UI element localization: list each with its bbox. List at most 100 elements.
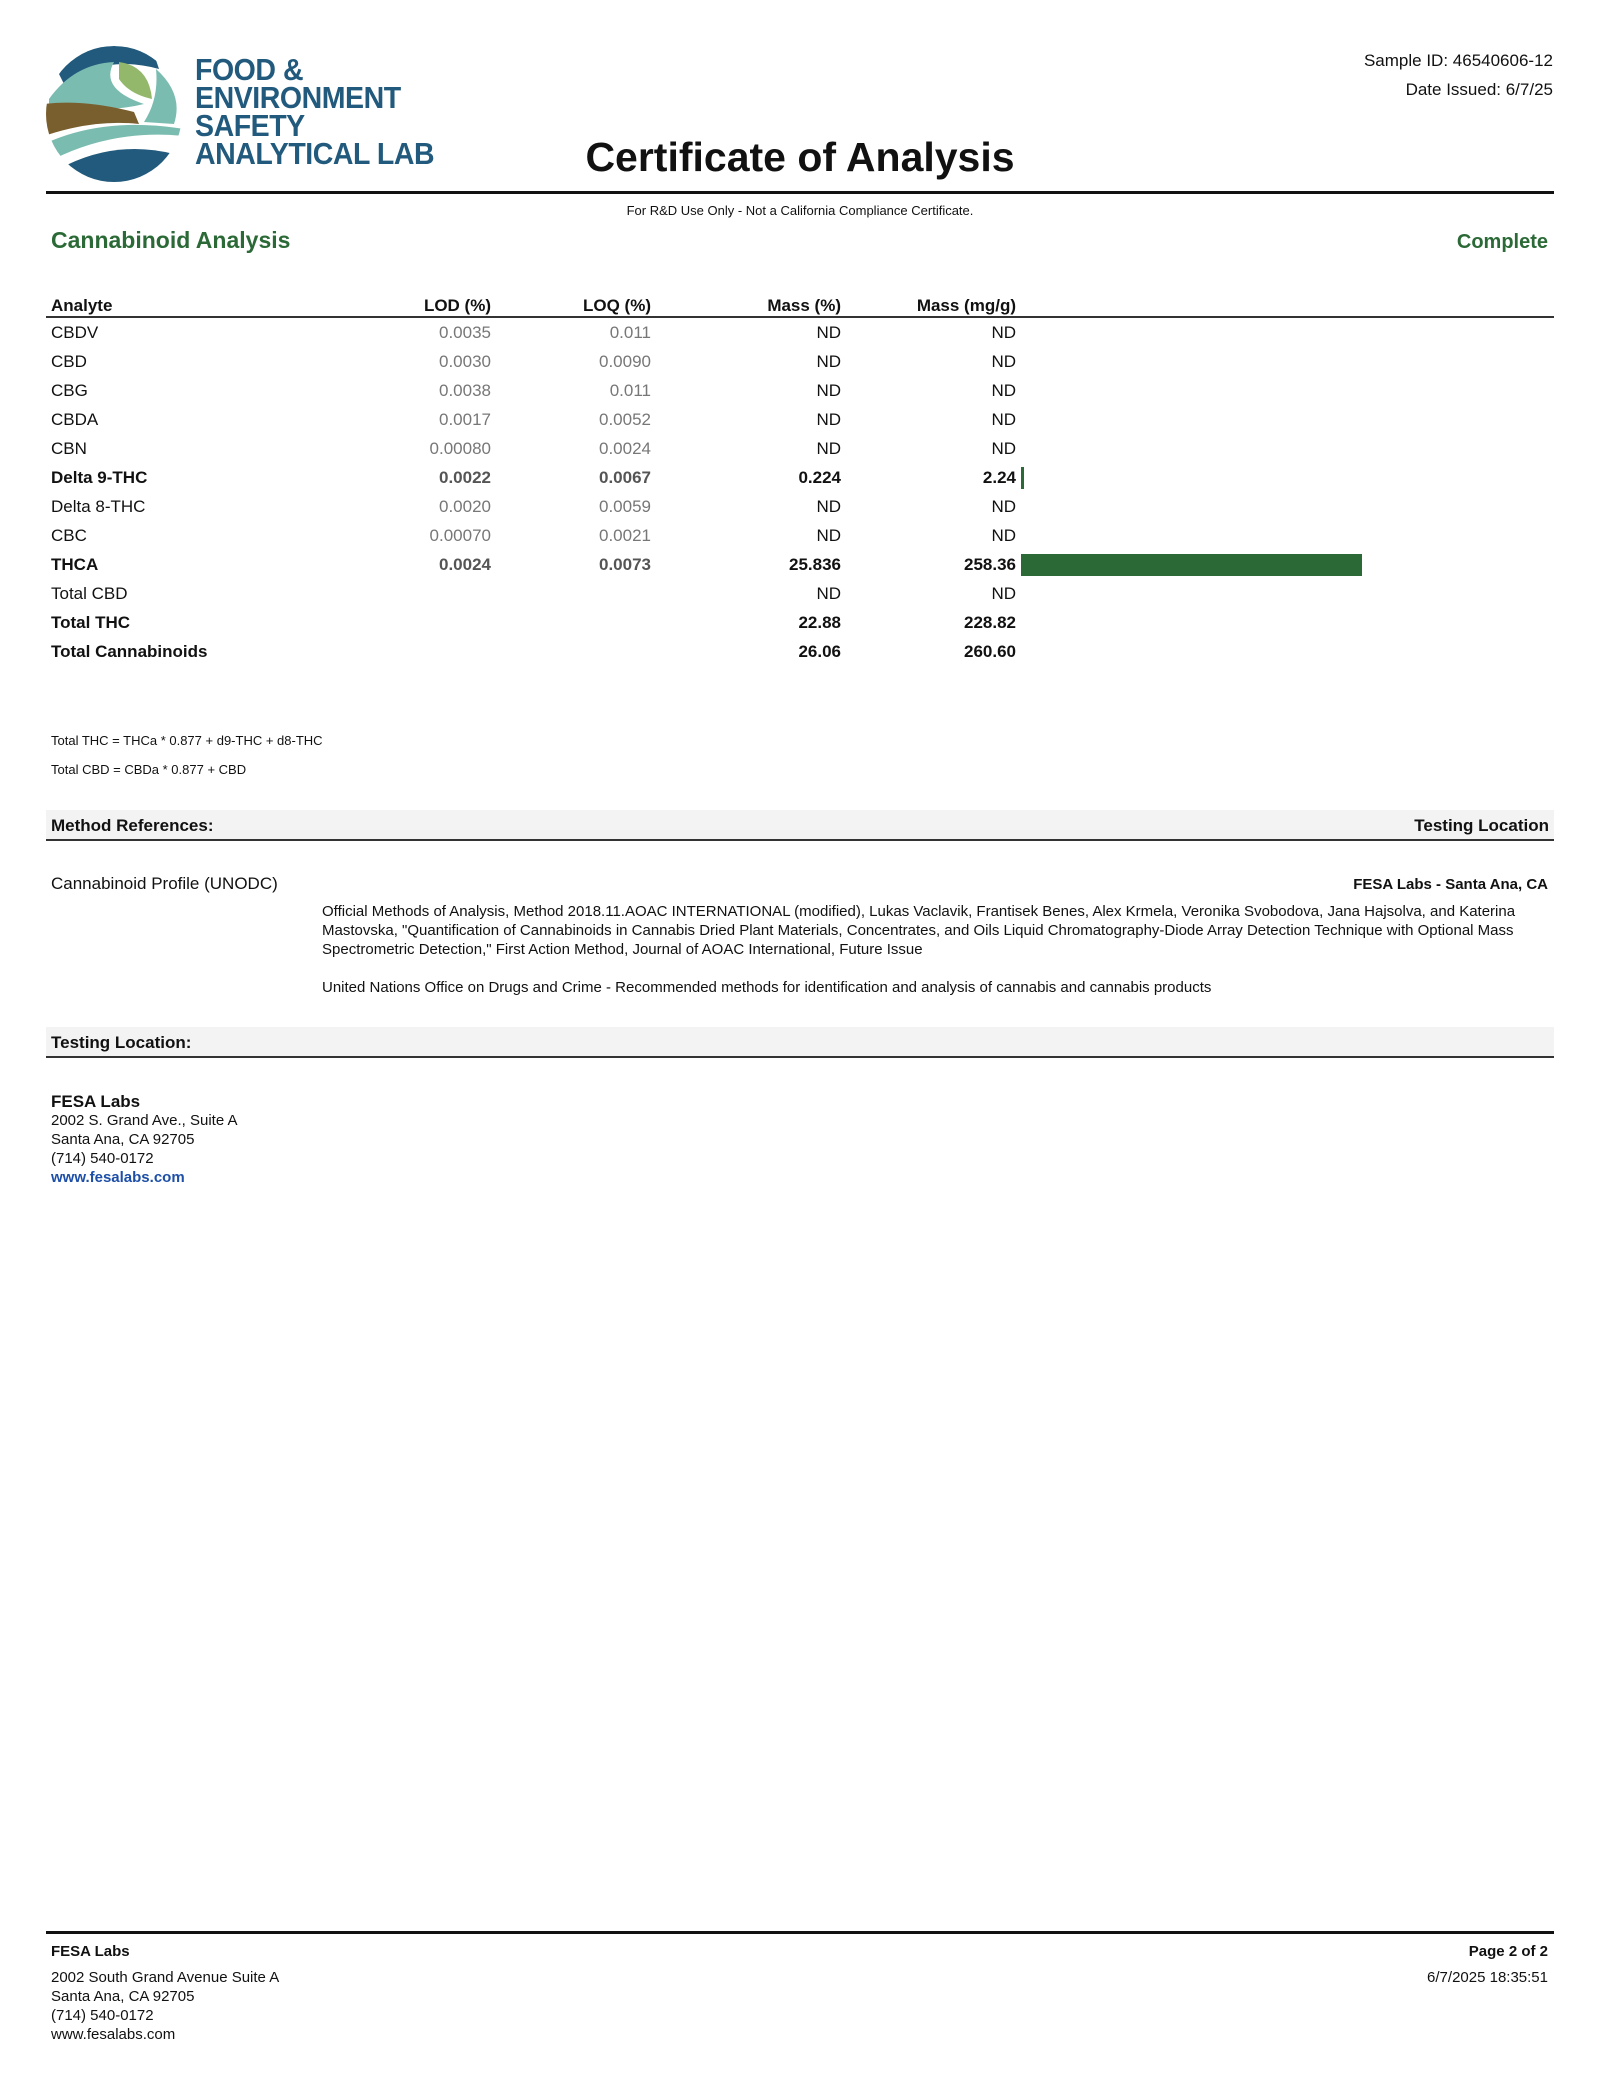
- analyte-cell: CBN: [51, 438, 87, 458]
- mass-pct-cell: ND: [816, 322, 841, 342]
- analyte-cell: Total THC: [51, 612, 131, 632]
- mass-mgg-cell: ND: [991, 380, 1016, 400]
- page-number: Page 2 of 2: [1468, 1943, 1548, 1960]
- footer-timestamp: 6/7/2025 18:35:51: [1427, 1969, 1548, 1986]
- lod-cell: [396, 637, 496, 666]
- lod-cell: 0.0022: [439, 467, 491, 487]
- logo-line: FOOD &: [195, 52, 304, 87]
- mass-pct-cell: ND: [816, 409, 841, 429]
- logo-wordmark: FOOD & ENVIRONMENT SAFETY ANALYTICAL LAB: [195, 52, 435, 171]
- table-row: Delta 8-THC 0.0020 0.0059 ND ND: [46, 492, 1554, 521]
- analyte-cell: CBG: [51, 380, 88, 400]
- logo-line: ANALYTICAL LAB: [195, 136, 435, 171]
- mass-bar: [1021, 553, 1363, 576]
- date-issued: Date Issued: 6/7/25: [1405, 80, 1553, 99]
- loq-cell: 0.0021: [599, 525, 651, 545]
- table-row: CBDA 0.0017 0.0052 ND ND: [46, 405, 1554, 434]
- mass-pct-cell: 0.224: [798, 467, 841, 487]
- analyte-cell: THCA: [51, 554, 99, 574]
- footer-phone: (714) 540-0172: [51, 2007, 154, 2024]
- lod-cell: 0.0030: [439, 351, 491, 371]
- footer-address: FESA Labs 2002 South Grand Avenue Suite …: [51, 1942, 279, 2044]
- logo-line: SAFETY: [195, 108, 305, 143]
- method-location: FESA Labs - Santa Ana, CA: [1353, 876, 1548, 893]
- disclaimer: For R&D Use Only - Not a California Comp…: [626, 203, 974, 218]
- mass-pct-cell: ND: [816, 496, 841, 516]
- testing-location-heading: Testing Location:: [51, 1033, 192, 1052]
- address-line: Santa Ana, CA 92705: [51, 1131, 195, 1148]
- testing-location-address: FESA Labs 2002 S. Grand Ave., Suite A Sa…: [51, 1092, 238, 1187]
- lod-cell: 0.00080: [429, 438, 491, 458]
- table-row: CBN 0.00080 0.0024 ND ND: [46, 434, 1554, 463]
- table-row: THCA 0.0024 0.0073 25.836 258.36: [46, 550, 1554, 579]
- bar-cell: [1021, 405, 1554, 434]
- formula-total-thc: Total THC = THCa * 0.877 + d9-THC + d8-T…: [51, 733, 323, 748]
- footer-lab-name: FESA Labs: [51, 1943, 130, 1960]
- testing-location-header: Testing Location:: [46, 1027, 1554, 1058]
- sample-info: Sample ID: 46540606-12 Date Issued: 6/7/…: [1364, 46, 1553, 104]
- analyte-cell: Delta 9-THC: [51, 467, 148, 487]
- lab-name: FESA Labs: [51, 1092, 141, 1111]
- method-references-heading: Method References:: [51, 816, 214, 835]
- results-table: Analyte LOD (%) LOQ (%) Mass (%) Mass (m…: [46, 290, 1554, 666]
- mass-mgg-cell: ND: [991, 409, 1016, 429]
- col-bar: [1021, 290, 1554, 318]
- mass-pct-cell: ND: [816, 351, 841, 371]
- mass-pct-cell: 22.88: [798, 612, 841, 632]
- loq-cell: [496, 608, 656, 637]
- bar-cell: [1021, 492, 1554, 521]
- testing-location-heading: Testing Location: [1414, 816, 1549, 835]
- analyte-cell: Total Cannabinoids: [51, 641, 208, 661]
- loq-cell: 0.011: [609, 380, 651, 400]
- footer-page-info: Page 2 of 2 6/7/2025 18:35:51: [1427, 1942, 1548, 1987]
- website-link[interactable]: www.fesalabs.com: [51, 1169, 185, 1186]
- mass-mgg-cell: ND: [991, 438, 1016, 458]
- mass-mgg-cell: ND: [991, 496, 1016, 516]
- col-mass-mgg: Mass (mg/g): [846, 290, 1021, 318]
- mass-mgg-cell: 228.82: [964, 612, 1016, 632]
- bar-cell: [1021, 608, 1554, 637]
- analyte-cell: CBDV: [51, 322, 99, 342]
- mass-mgg-cell: 258.36: [964, 554, 1016, 574]
- mass-pct-cell: 25.836: [789, 554, 841, 574]
- mass-bar: [1021, 466, 1024, 489]
- mass-pct-cell: ND: [816, 380, 841, 400]
- mass-pct-cell: ND: [816, 583, 841, 603]
- table-row: CBD 0.0030 0.0090 ND ND: [46, 347, 1554, 376]
- mass-mgg-cell: ND: [991, 583, 1016, 603]
- bar-cell: [1021, 550, 1554, 579]
- analyte-cell: CBDA: [51, 409, 99, 429]
- loq-cell: [496, 637, 656, 666]
- table-row: Total THC 22.88 228.82: [46, 608, 1554, 637]
- loq-cell: 0.0067: [599, 467, 651, 487]
- footer-website: www.fesalabs.com: [51, 2026, 176, 2043]
- lod-cell: [396, 579, 496, 608]
- table-row: Total CBD ND ND: [46, 579, 1554, 608]
- lod-cell: 0.0020: [439, 496, 491, 516]
- col-lod: LOD (%): [396, 290, 496, 318]
- sample-id: Sample ID: 46540606-12: [1363, 51, 1553, 70]
- table-header: Analyte LOD (%) LOQ (%) Mass (%) Mass (m…: [46, 290, 1554, 318]
- formula-total-cbd: Total CBD = CBDa * 0.877 + CBD: [51, 762, 247, 777]
- table-row: CBDV 0.0035 0.011 ND ND: [46, 317, 1554, 347]
- method-reference: United Nations Office on Drugs and Crime…: [322, 979, 1212, 996]
- col-mass-pct: Mass (%): [656, 290, 846, 318]
- mass-pct-cell: 26.06: [798, 641, 841, 661]
- loq-cell: 0.0059: [599, 496, 651, 516]
- mass-pct-cell: ND: [816, 525, 841, 545]
- lod-cell: [396, 608, 496, 637]
- lod-cell: 0.0035: [439, 322, 491, 342]
- bar-cell: [1021, 637, 1554, 666]
- loq-cell: [496, 579, 656, 608]
- mass-mgg-cell: ND: [991, 322, 1016, 342]
- analyte-cell: Total CBD: [51, 583, 128, 603]
- footer-address-line: 2002 South Grand Avenue Suite A: [51, 1969, 280, 1986]
- bar-cell: [1021, 347, 1554, 376]
- status-badge: Complete: [1456, 231, 1548, 253]
- section-title: Cannabinoid Analysis: [51, 227, 291, 253]
- bar-cell: [1021, 463, 1554, 492]
- method-reference: Official Methods of Analysis, Method 201…: [322, 903, 1516, 958]
- mass-mgg-cell: ND: [991, 525, 1016, 545]
- loq-cell: 0.0024: [599, 438, 651, 458]
- method-profile: Cannabinoid Profile (UNODC): [51, 874, 278, 893]
